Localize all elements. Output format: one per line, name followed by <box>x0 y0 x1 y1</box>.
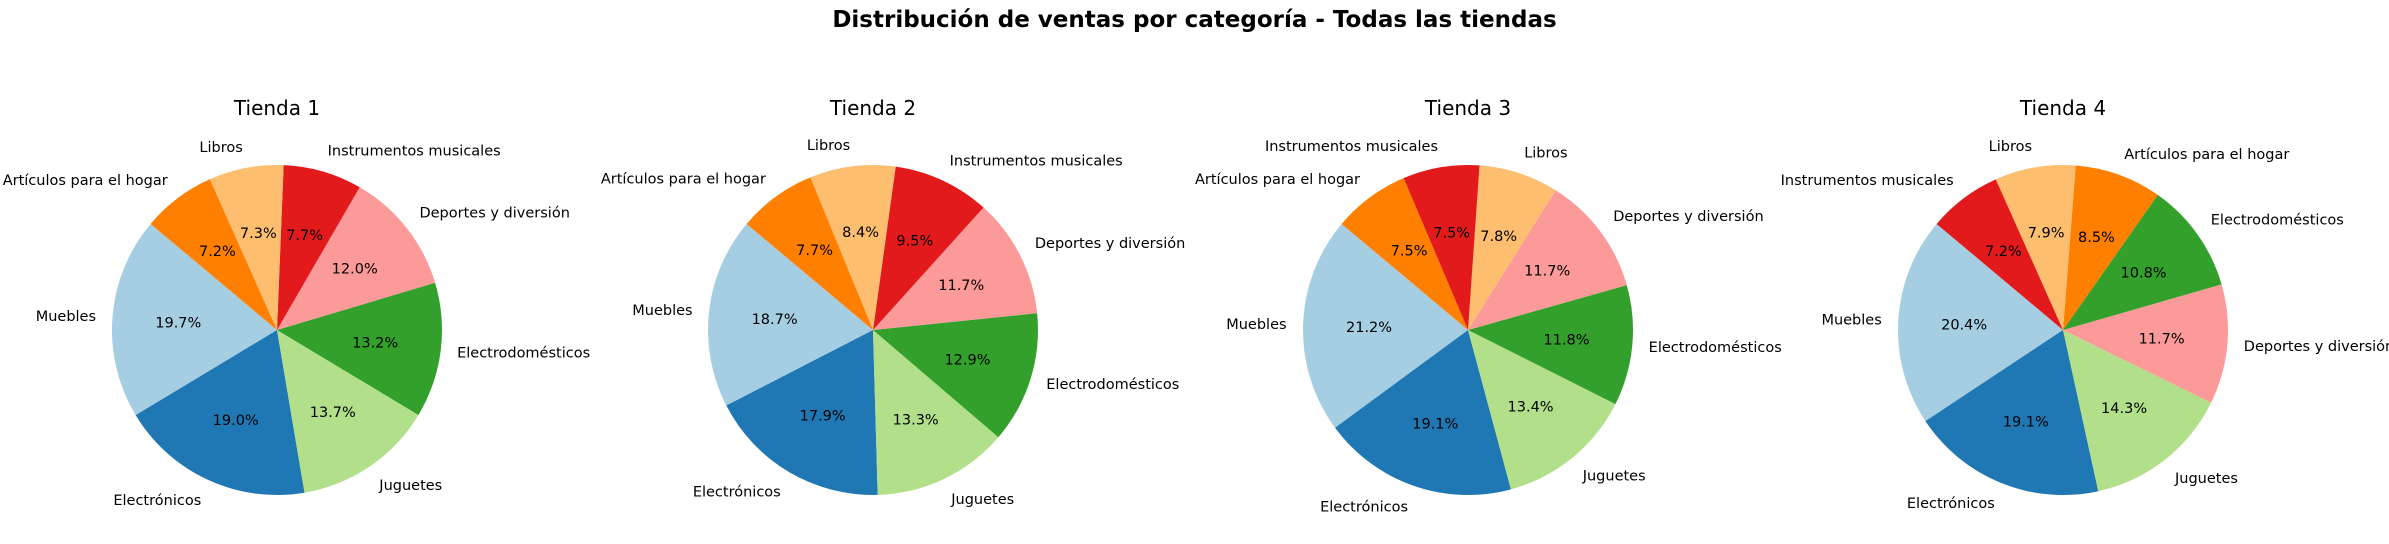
pie-percent-label: 21.2% <box>1346 320 1392 336</box>
pie-percent-label: 8.4% <box>842 225 879 241</box>
pie-category-label: Libros <box>1524 145 1567 161</box>
pie-category-label: Juguetes <box>378 478 442 494</box>
pie-category-label: Artículos para el hogar <box>2124 147 2289 163</box>
pie-category-label: Electrodomésticos <box>1649 340 1782 356</box>
pie-category-label: Instrumentos musicales <box>328 144 501 160</box>
pie-category-label: Electrónicos <box>693 484 781 500</box>
pie-category-label: Juguetes <box>950 492 1014 508</box>
pie-percent-label: 7.8% <box>1480 229 1517 245</box>
pie-category-label: Instrumentos musicales <box>1781 173 1954 189</box>
pie-category-label: Electrónicos <box>1320 499 1408 515</box>
pie-category-label: Juguetes <box>2174 471 2238 487</box>
pie-percent-label: 7.2% <box>199 244 236 260</box>
pie-category-label: Deportes y diversión <box>2244 339 2389 355</box>
pie-percent-label: 7.5% <box>1391 243 1428 259</box>
pie-percent-label: 20.4% <box>1941 317 1987 333</box>
pie-percent-label: 19.0% <box>213 413 259 429</box>
pie-category-label: Artículos para el hogar <box>601 171 766 187</box>
pie-percent-label: 7.3% <box>240 226 277 242</box>
pie-percent-label: 19.1% <box>1412 416 1458 432</box>
pie-chart-1: Tienda 1 19.7% Muebles 19.0% Electrónicos 13.… <box>3 96 590 509</box>
pie-category-label: Muebles <box>632 303 692 319</box>
pie-category-label: Electrónicos <box>1907 496 1995 512</box>
pie-percent-label: 11.8% <box>1544 332 1590 348</box>
pie-percent-label: 14.3% <box>2101 401 2147 417</box>
pie-category-label: Muebles <box>36 309 96 325</box>
pie-percent-label: 10.8% <box>2121 266 2167 282</box>
pie-percent-label: 13.3% <box>893 412 939 428</box>
pie-category-label: Muebles <box>1821 313 1881 329</box>
pie-category-label: Juguetes <box>1582 469 1646 485</box>
pie-category-label: Electrónicos <box>113 493 201 509</box>
pie-category-label: Electrodomésticos <box>2211 213 2344 229</box>
pie-category-label: Muebles <box>1226 317 1286 333</box>
pie-title: Tienda 2 <box>829 96 916 120</box>
pie-percent-label: 7.7% <box>796 243 833 259</box>
figure-title: Distribución de ventas por categoría - T… <box>832 7 1556 33</box>
pie-percent-label: 7.7% <box>286 228 323 244</box>
pie-percent-label: 18.7% <box>752 312 798 328</box>
pie-percent-label: 13.7% <box>310 405 356 421</box>
pie-chart-4: Tienda 4 20.4% Muebles 19.1% Electrónicos 14.… <box>1781 96 2389 512</box>
pie-category-label: Deportes y diversión <box>1613 209 1763 225</box>
pie-percent-label: 13.2% <box>352 335 398 351</box>
pie-percent-label: 8.5% <box>2078 230 2115 246</box>
pie-category-label: Electrodomésticos <box>457 346 590 362</box>
pie-category-label: Instrumentos musicales <box>950 153 1123 169</box>
pie-category-label: Libros <box>1989 139 2032 155</box>
pie-percent-label: 19.7% <box>155 315 201 331</box>
pie-percent-label: 13.4% <box>1508 400 1554 416</box>
pie-category-label: Libros <box>199 140 242 156</box>
pie-chart-2: Tienda 2 18.7% Muebles 17.9% Electrónicos 13.… <box>601 96 1185 508</box>
pie-category-label: Libros <box>807 138 850 154</box>
pie-title: Tienda 1 <box>233 96 320 120</box>
pie-percent-label: 19.1% <box>2003 415 2049 431</box>
pie-percent-label: 9.5% <box>896 233 933 249</box>
pie-percent-label: 11.7% <box>2139 332 2185 348</box>
pie-percent-label: 12.0% <box>332 262 378 278</box>
pie-category-label: Artículos para el hogar <box>1195 172 1360 188</box>
pie-category-label: Deportes y diversión <box>419 206 569 222</box>
pie-percent-label: 11.7% <box>938 278 984 294</box>
pie-category-label: Artículos para el hogar <box>3 173 168 189</box>
pie-category-label: Deportes y diversión <box>1035 236 1185 252</box>
pie-title: Tienda 3 <box>1424 96 1511 120</box>
pie-percent-label: 11.7% <box>1524 264 1570 280</box>
pie-percent-label: 17.9% <box>800 408 846 424</box>
pie-percent-label: 7.5% <box>1433 225 1470 241</box>
pie-chart-3: Tienda 3 21.2% Muebles 19.1% Electrónicos 13.… <box>1195 96 1782 515</box>
pie-category-label: Instrumentos musicales <box>1265 139 1438 155</box>
pie-percent-label: 12.9% <box>944 353 990 369</box>
pie-percent-label: 7.9% <box>2028 225 2065 241</box>
pie-percent-label: 7.2% <box>1985 244 2022 260</box>
pie-category-label: Electrodomésticos <box>1046 377 1179 393</box>
pie-title: Tienda 4 <box>2019 96 2106 120</box>
